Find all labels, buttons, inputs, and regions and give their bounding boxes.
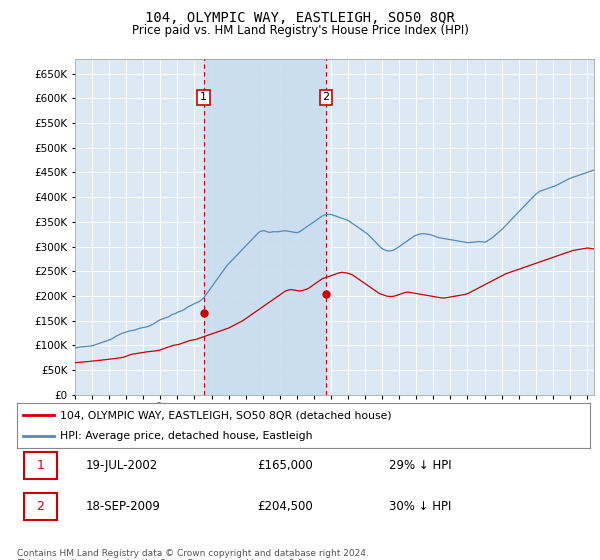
Text: 2: 2 bbox=[323, 92, 329, 102]
Text: 1: 1 bbox=[200, 92, 207, 102]
Text: Price paid vs. HM Land Registry's House Price Index (HPI): Price paid vs. HM Land Registry's House … bbox=[131, 24, 469, 37]
Text: 104, OLYMPIC WAY, EASTLEIGH, SO50 8QR: 104, OLYMPIC WAY, EASTLEIGH, SO50 8QR bbox=[145, 11, 455, 25]
Text: 2: 2 bbox=[37, 500, 44, 513]
Text: £165,000: £165,000 bbox=[257, 459, 313, 473]
Bar bbox=[204, 59, 326, 395]
Text: HPI: Average price, detached house, Eastleigh: HPI: Average price, detached house, East… bbox=[60, 431, 312, 441]
Text: 30% ↓ HPI: 30% ↓ HPI bbox=[389, 500, 452, 513]
Text: Contains HM Land Registry data © Crown copyright and database right 2024.
This d: Contains HM Land Registry data © Crown c… bbox=[17, 549, 368, 560]
Text: £204,500: £204,500 bbox=[257, 500, 313, 513]
Text: 29% ↓ HPI: 29% ↓ HPI bbox=[389, 459, 452, 473]
Text: 104, OLYMPIC WAY, EASTLEIGH, SO50 8QR (detached house): 104, OLYMPIC WAY, EASTLEIGH, SO50 8QR (d… bbox=[60, 410, 391, 421]
FancyBboxPatch shape bbox=[23, 493, 57, 520]
Text: 18-SEP-2009: 18-SEP-2009 bbox=[86, 500, 160, 513]
Text: 1: 1 bbox=[37, 459, 44, 473]
Text: 19-JUL-2002: 19-JUL-2002 bbox=[86, 459, 158, 473]
FancyBboxPatch shape bbox=[23, 452, 57, 479]
